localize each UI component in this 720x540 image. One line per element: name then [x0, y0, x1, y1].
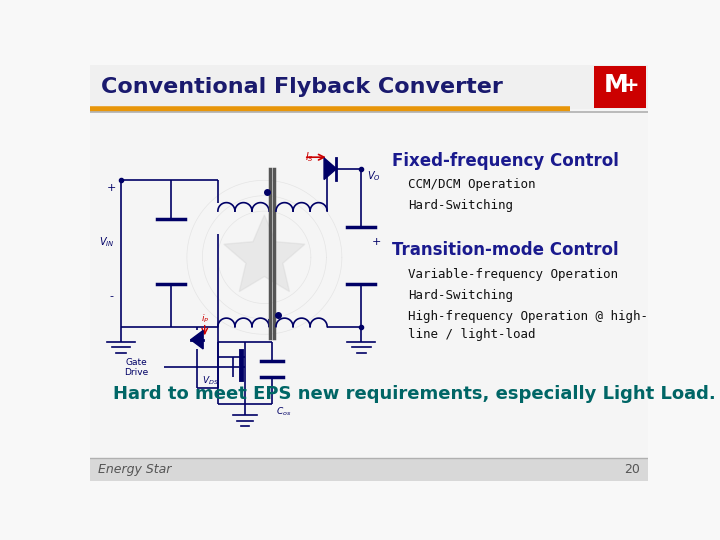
Text: Conventional Flyback Converter: Conventional Flyback Converter	[101, 77, 503, 97]
Text: Hard-Switching: Hard-Switching	[408, 289, 513, 302]
Text: CCM/DCM Operation: CCM/DCM Operation	[408, 178, 535, 191]
Text: 20: 20	[624, 463, 640, 476]
Text: Energy Star: Energy Star	[98, 463, 171, 476]
Polygon shape	[224, 215, 305, 292]
Text: $I_S$: $I_S$	[305, 150, 314, 164]
Text: $V_{IN}$: $V_{IN}$	[99, 235, 114, 249]
Text: $i_P$: $i_P$	[201, 313, 209, 325]
Text: $V_O$: $V_O$	[367, 170, 381, 184]
Text: -: -	[109, 291, 114, 301]
Text: $V_{DS}$: $V_{DS}$	[202, 374, 219, 387]
Polygon shape	[191, 330, 203, 349]
Text: Fixed-frequency Control: Fixed-frequency Control	[392, 152, 619, 170]
Text: High-frequency Operation @ high-
line / light-load: High-frequency Operation @ high- line / …	[408, 309, 648, 341]
Bar	[90, 65, 648, 110]
Text: +: +	[623, 76, 639, 94]
Text: Transition-mode Control: Transition-mode Control	[392, 241, 619, 259]
Text: Gate
Drive: Gate Drive	[125, 357, 148, 377]
Bar	[594, 65, 647, 108]
Text: Hard to meet EPS new requirements, especially Light Load.: Hard to meet EPS new requirements, espec…	[113, 386, 716, 403]
Text: Hard-Switching: Hard-Switching	[408, 199, 513, 212]
Bar	[90, 457, 648, 481]
Polygon shape	[324, 158, 336, 179]
Text: +: +	[372, 237, 382, 247]
Text: $C_{os}$: $C_{os}$	[276, 405, 292, 417]
Text: +: +	[107, 183, 117, 193]
Text: Variable-frequency Operation: Variable-frequency Operation	[408, 268, 618, 281]
Text: M: M	[604, 73, 629, 97]
